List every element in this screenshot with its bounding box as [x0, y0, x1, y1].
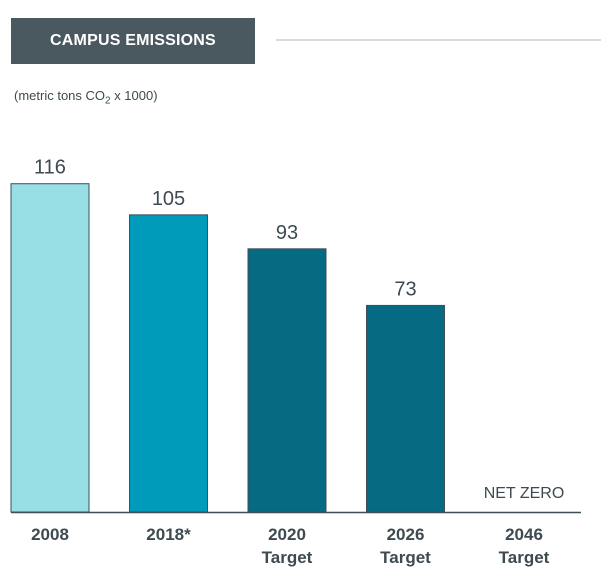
bar-3: [366, 304, 445, 513]
chart-title: CAMPUS EMISSIONS: [11, 18, 255, 64]
x-tick-label-0: 2008: [31, 525, 69, 544]
x-tick-label-2: 2020: [268, 525, 306, 544]
data-label-2: 93: [276, 222, 298, 244]
data-label-1: 105: [152, 188, 185, 210]
x-tick-label-4: 2046: [505, 525, 543, 544]
x-tick-label-2-line2: Target: [262, 548, 313, 567]
data-label-0: 116: [34, 157, 66, 179]
bar-1: [129, 214, 208, 513]
x-tick-label-3: 2026: [387, 525, 425, 544]
data-label-3: 73: [394, 278, 416, 300]
data-label-4: NET ZERO: [484, 485, 565, 502]
unit-label: (metric tons CO2 x 1000): [14, 88, 158, 107]
unit-label-suffix: x 1000): [110, 88, 158, 103]
x-tick-label-3-line2: Target: [380, 548, 431, 567]
bar-2: [247, 248, 327, 513]
unit-label-subscript: 2: [105, 95, 111, 107]
x-tick-label-1: 2018*: [146, 525, 191, 544]
title-divider: [276, 39, 601, 41]
bar-0: [10, 183, 90, 513]
unit-label-prefix: (metric tons CO: [14, 88, 106, 103]
x-tick-label-4-line2: Target: [499, 548, 550, 567]
